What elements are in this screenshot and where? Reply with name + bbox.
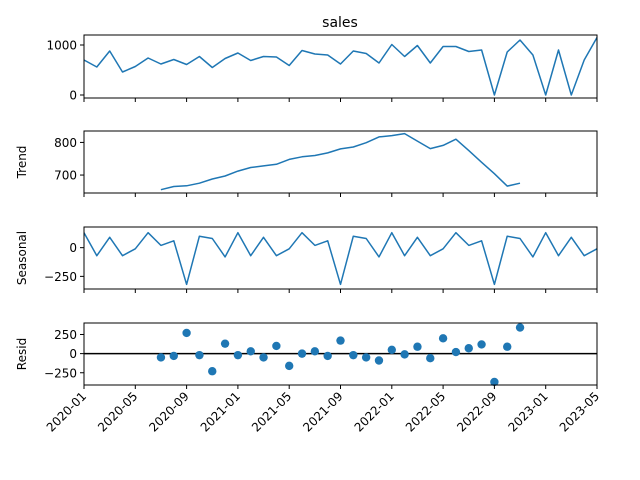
x-tick-label: 2020-05 — [95, 389, 140, 434]
resid-point — [246, 347, 255, 356]
resid-point — [169, 351, 178, 361]
resid-point — [426, 354, 435, 363]
panel-1: 0 1000 — [46, 34, 598, 103]
resid-point — [451, 347, 461, 357]
resid-point — [515, 323, 525, 332]
resid-point — [336, 336, 345, 345]
y-axis-label: Trend — [15, 146, 29, 180]
x-tick-label: 2020-01 — [44, 389, 89, 434]
resid-point — [182, 328, 191, 338]
resid-point — [503, 342, 512, 351]
chart-title: sales — [322, 15, 358, 31]
y-tick-label: 0 — [69, 89, 77, 103]
resid-point — [208, 367, 217, 376]
resid-point — [285, 361, 294, 371]
x-tick-label: 2020-09 — [146, 389, 191, 434]
y-tick-label: 1000 — [46, 39, 77, 53]
resid-point — [374, 356, 384, 365]
x-tick-label: 2023-05 — [557, 389, 602, 434]
y-tick-label: −250 — [44, 366, 77, 380]
x-tick-label: 2022-01 — [352, 389, 397, 434]
x-tick-label: 2022-09 — [454, 389, 499, 434]
resid-point — [464, 344, 473, 353]
x-tick-label: 2021-01 — [198, 389, 243, 434]
y-tick-label: −250 — [44, 270, 77, 284]
axes-frame — [83, 34, 598, 99]
panels: 0 1000 700 800 Trend 0 −250 Seasonal 250 0 −250 Res… — [15, 34, 602, 435]
y-tick-label: 0 — [69, 241, 77, 255]
series-line-panel-1 — [83, 37, 598, 96]
y-axis-label: Seasonal — [15, 231, 29, 285]
series-line-panel-2 — [160, 132, 521, 191]
y-axis-label: Resid — [15, 338, 29, 370]
resid-point — [323, 351, 332, 361]
y-tick-label: 800 — [54, 136, 77, 150]
panel-2: 700 800 Trend — [15, 130, 598, 197]
x-tick-label: 2021-09 — [300, 389, 345, 434]
resid-point — [361, 353, 371, 362]
panel-4: 250 0 −250 Resid — [15, 322, 598, 389]
panel-3: 0 −250 Seasonal — [15, 226, 598, 293]
y-tick-label: 700 — [54, 169, 77, 183]
resid-point — [156, 353, 166, 362]
resid-point — [438, 334, 448, 343]
resid-point — [233, 350, 243, 360]
resid-point — [297, 349, 307, 358]
axes-frame — [83, 226, 598, 290]
resid-point — [259, 353, 268, 362]
y-tick-label: 0 — [69, 347, 77, 361]
resid-point — [400, 350, 409, 359]
x-tick-labels: 2020-01 2020-05 2020-09 2021-01 2021-05 2021-… — [44, 389, 602, 434]
series-line-panel-3 — [83, 231, 598, 286]
resid-point — [490, 377, 499, 387]
x-tick-label: 2023-01 — [505, 389, 550, 434]
resid-point — [272, 341, 281, 351]
resid-point — [310, 347, 320, 356]
x-tick-label: 2021-05 — [249, 389, 294, 434]
resid-point — [349, 350, 358, 360]
resid-point — [387, 345, 396, 354]
resid-point — [195, 350, 204, 360]
x-tick-label: 2022-05 — [403, 389, 448, 434]
resid-point — [413, 342, 422, 351]
resid-point — [220, 339, 230, 348]
resid-point — [477, 340, 486, 349]
y-tick-label: 250 — [54, 328, 77, 342]
